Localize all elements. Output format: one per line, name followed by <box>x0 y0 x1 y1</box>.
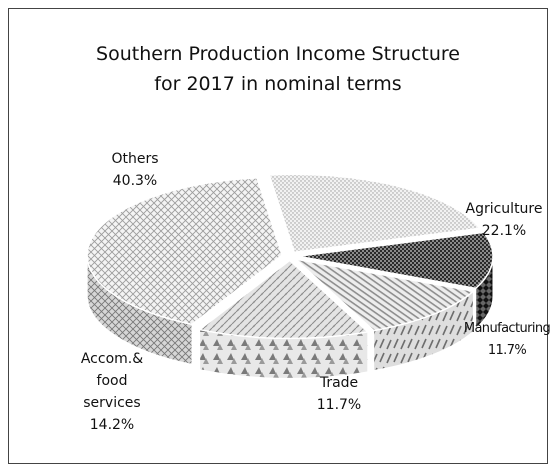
label-manufacturing-value: 11.7% <box>487 343 527 358</box>
pie-slice-accom-food-services <box>197 259 370 340</box>
pie-slice-others <box>86 177 283 326</box>
label-trade-value: 11.7% <box>316 397 362 413</box>
chart-title: Southern Production Income Structure for… <box>9 39 547 99</box>
pie-sides <box>86 255 494 379</box>
label-others-name: Others <box>111 151 159 167</box>
label-agriculture: Agriculture 22.1% <box>456 198 552 242</box>
pie-slice-agriculture <box>268 173 482 254</box>
label-accom-value: 14.2% <box>89 417 135 433</box>
pie-slice-manufacturing <box>297 231 494 290</box>
label-agriculture-value: 22.1% <box>481 223 527 239</box>
label-accom-name-line2: food <box>96 373 128 389</box>
label-trade-name: Trade <box>319 375 359 391</box>
label-trade: Trade 11.7% <box>306 372 372 416</box>
label-manufacturing: Manufacturing 11.7% <box>458 318 556 362</box>
label-manufacturing-name: Manufacturing <box>463 321 551 336</box>
label-others-value: 40.3% <box>112 173 158 189</box>
label-agriculture-name: Agriculture <box>465 201 543 217</box>
chart-title-line2: for 2017 in nominal terms <box>154 73 402 95</box>
label-accom-name-line1: Accom.& <box>80 351 144 367</box>
pie-slice-trade <box>293 257 476 332</box>
chart-title-line1: Southern Production Income Structure <box>96 43 460 65</box>
label-others: Others 40.3% <box>94 148 176 192</box>
label-accom-food-services: Accom.& food services 14.2% <box>70 348 154 436</box>
label-accom-name-line3: services <box>83 395 141 411</box>
pie-tops <box>86 173 494 340</box>
